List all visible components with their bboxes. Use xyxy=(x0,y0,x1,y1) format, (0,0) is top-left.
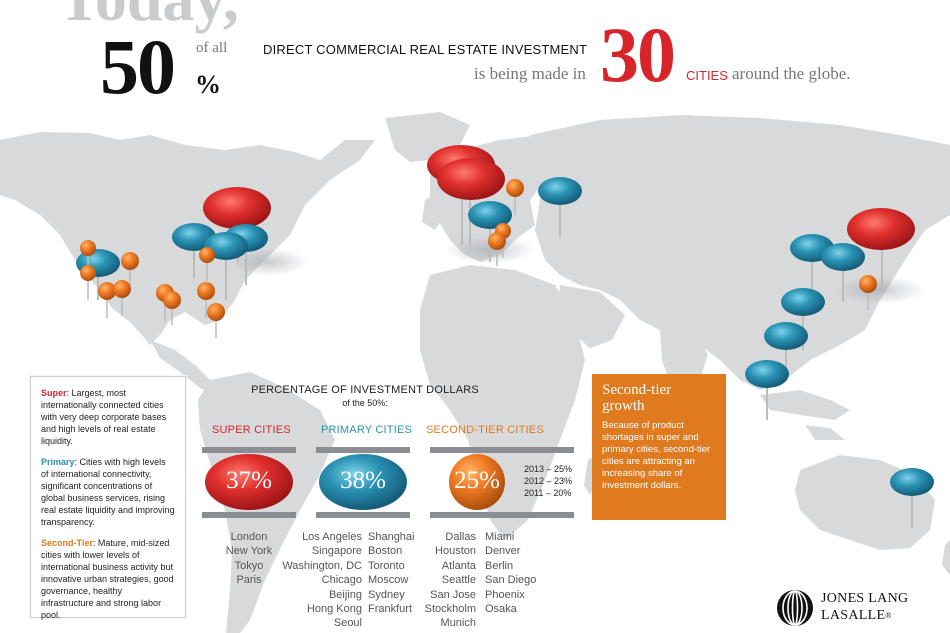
pin-orange-miami xyxy=(207,303,225,338)
logo-line-2: LASALLE xyxy=(821,608,886,623)
primary-city-list-b: Shanghai Boston Toronto Moscow Sydney Fr… xyxy=(368,530,428,616)
headline-cities-word: CITIES xyxy=(686,68,728,83)
list-item: Shanghai xyxy=(368,531,415,543)
logo-line-1: JONES LANG xyxy=(821,591,909,606)
city-tier-legend: Super: Largest, most internationally con… xyxy=(30,376,186,621)
jll-logo-wordmark: JONES LANG LASALLE® xyxy=(821,590,908,624)
primary-city-list-a: Los Angeles Singapore Washington, DC Chi… xyxy=(282,530,362,631)
legend-primary-label: Primary xyxy=(41,457,75,467)
list-item: Phoenix xyxy=(485,588,525,601)
trend-2013: 2013 – 25% xyxy=(524,464,573,474)
super-orb xyxy=(205,454,293,510)
list-item: Seoul xyxy=(333,617,362,630)
list-item: Moscow xyxy=(368,574,409,587)
list-item: London xyxy=(230,531,268,543)
list-item: Boston xyxy=(368,545,403,558)
city-pins xyxy=(76,145,934,528)
second-tier-city-list-a: Dallas Houston Atlanta Seattle San Jose … xyxy=(420,530,476,631)
list-item: Berlin xyxy=(485,559,514,572)
logo-registered-mark: ® xyxy=(885,611,892,620)
list-item: New York xyxy=(225,545,273,558)
headline-of-all: of all xyxy=(196,40,228,56)
legend-second-tier: Second-Tier: Mature, mid-sized cities wi… xyxy=(41,537,175,621)
pin-orange-san-diego xyxy=(98,282,116,318)
pin-orange-munich xyxy=(488,232,506,266)
pin-orange-osaka xyxy=(859,275,877,310)
pin-blue-singapore xyxy=(745,360,789,420)
primary-cities-title: PRIMARY CITIES xyxy=(321,424,413,436)
pin-blue-washington xyxy=(204,232,248,300)
headline-being-made: is being made in xyxy=(474,64,586,83)
list-item: Chicago xyxy=(321,574,362,587)
super-value: 37% xyxy=(226,467,272,494)
legend-second-label: Second-Tier xyxy=(41,538,93,548)
list-item: Singapore xyxy=(311,545,362,558)
list-item: Toronto xyxy=(368,559,405,572)
list-item: Beijing xyxy=(328,588,362,601)
legend-super-label: Super xyxy=(41,388,67,398)
list-item: Miami xyxy=(485,531,515,543)
pin-orange-boston-area xyxy=(199,247,215,283)
pin-orange-san-jose xyxy=(80,265,96,300)
primary-orb xyxy=(319,454,407,510)
headline-today: Today, xyxy=(58,0,239,36)
second-tier-orb xyxy=(449,454,505,510)
legend-primary: Primary: Cities with high levels of inte… xyxy=(41,456,175,528)
second-tier-growth-box: Second-tier growth Because of product sh… xyxy=(592,374,726,520)
list-item: San Jose xyxy=(430,588,476,601)
pin-red-tokyo xyxy=(847,208,915,290)
trend-2012: 2012 – 23% xyxy=(524,476,573,486)
list-item: Stockholm xyxy=(424,603,476,616)
second-tier-cities-title: SECOND-TIER CITIES xyxy=(426,424,544,436)
headline-investment-type: DIRECT COMMERCIAL REAL ESTATE INVESTMENT xyxy=(263,42,588,57)
legend-super: Super: Largest, most internationally con… xyxy=(41,387,175,447)
second-tier-city-list-b: Miami Denver Berlin San Diego Phoenix Os… xyxy=(485,530,545,616)
list-item: Sydney xyxy=(368,588,405,601)
list-item: San Diego xyxy=(485,574,537,587)
trend-2011: 2011 – 20% xyxy=(524,488,572,498)
pin-blue-moscow xyxy=(538,177,582,238)
pin-orange-stockholm xyxy=(506,179,524,215)
list-item: Washington, DC xyxy=(282,559,362,572)
list-item: Houston xyxy=(435,545,476,558)
super-cities-title: SUPER CITIES xyxy=(212,424,291,436)
second-tier-value: 25% xyxy=(454,467,500,494)
percentage-orbs xyxy=(202,447,574,518)
list-item: Tokyo xyxy=(234,559,264,572)
list-item: Seattle xyxy=(441,574,476,587)
pin-orange-houston xyxy=(163,291,181,325)
list-item: Los Angeles xyxy=(302,531,362,543)
primary-value: 38% xyxy=(340,467,386,494)
headline-around-globe: around the globe. xyxy=(732,64,851,83)
pin-orange-phoenix xyxy=(113,280,131,316)
legend-primary-text: : Cities with high levels of internation… xyxy=(41,457,175,527)
growth-box-title: Second-tier growth xyxy=(602,382,672,414)
percentage-heading: PERCENTAGE OF INVESTMENT DOLLARS xyxy=(251,384,479,396)
list-item: Frankfurt xyxy=(368,603,413,616)
pin-blue-seoul xyxy=(821,243,865,302)
pin-blue-sydney xyxy=(890,468,934,528)
pin-orange-atlanta xyxy=(197,282,215,318)
list-item: Paris xyxy=(236,574,262,587)
list-item: Dallas xyxy=(445,531,476,543)
list-item: Osaka xyxy=(485,603,517,616)
legend-second-text: : Mature, mid-sized cities with lower le… xyxy=(41,538,174,620)
percentage-subheading: of the 50%: xyxy=(342,398,388,408)
list-item: Denver xyxy=(485,545,521,558)
second-tier-trend: 2013 – 25% 2012 – 23% 2011 – 20% xyxy=(524,463,572,499)
jll-logo-icon xyxy=(777,590,813,626)
list-item: Hong Kong xyxy=(306,603,362,616)
headline-fifty: 50 xyxy=(100,23,176,110)
super-city-list: London New York Tokyo Paris xyxy=(200,530,298,588)
list-item: Atlanta xyxy=(441,559,476,572)
headline-thirty: 30 xyxy=(600,11,676,98)
headline-percent-sign: % xyxy=(195,70,221,99)
legend-super-text: : Largest, most internationally connecte… xyxy=(41,388,167,446)
growth-box-body: Because of product shortages in super an… xyxy=(602,420,711,491)
list-item: Munich xyxy=(440,617,476,630)
